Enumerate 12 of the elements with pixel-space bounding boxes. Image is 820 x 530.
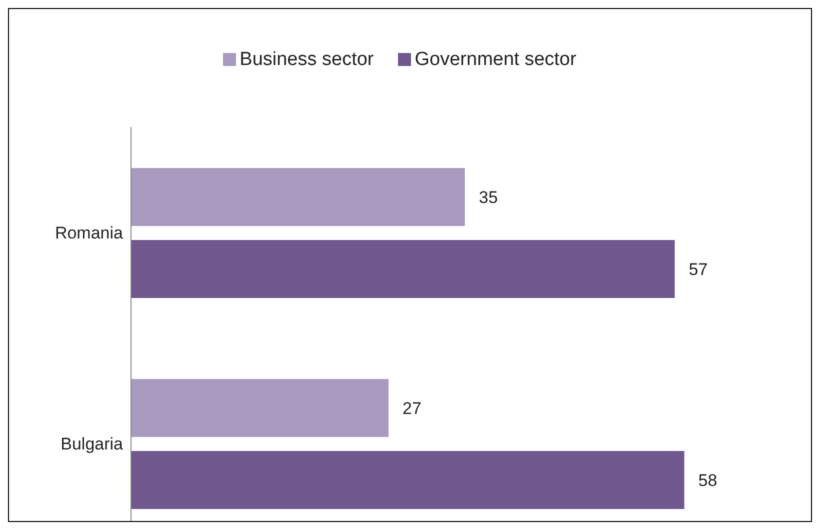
data-label: 35 — [478, 188, 498, 208]
bar — [131, 168, 465, 226]
data-label: 27 — [402, 399, 422, 418]
y-tick-label: Bulgaria — [60, 434, 124, 454]
y-tick-label: Romania — [54, 224, 124, 243]
data-label: 58 — [698, 471, 718, 490]
data-label: 57 — [688, 260, 708, 280]
legend-label: Business sector — [240, 49, 374, 70]
bar — [131, 240, 675, 298]
bar — [131, 451, 684, 509]
legend-label: Government sector — [414, 49, 576, 70]
bar — [131, 379, 389, 437]
